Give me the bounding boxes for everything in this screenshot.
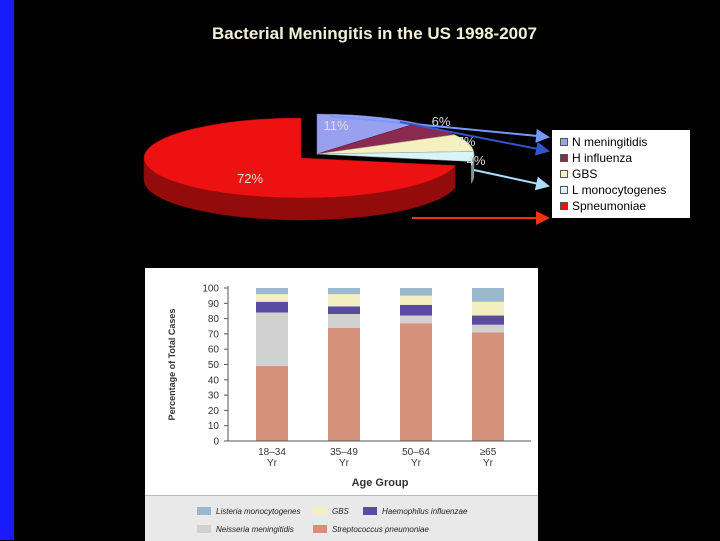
- bar-legend-item: Streptococcus pneumoniae: [313, 522, 429, 536]
- legend-arrow-3: [473, 169, 550, 191]
- pie-chart: 11% 6%7%4%72%: [143, 113, 550, 225]
- y-tick-label: 10: [208, 421, 220, 432]
- legend-swatch: [560, 154, 568, 162]
- bar-segment-listeria-monocytogenes: [400, 288, 432, 296]
- bar-segment-listeria-monocytogenes: [256, 288, 288, 295]
- legend-swatch: [560, 202, 568, 210]
- bar-segment-listeria-monocytogenes: [472, 288, 504, 302]
- x-tick-label: 18–34: [258, 447, 286, 458]
- legend-swatch: [197, 507, 211, 515]
- legend-swatch: [313, 525, 327, 533]
- x-tick-label-unit: Yr: [483, 458, 494, 469]
- legend-label: H influenza: [572, 151, 633, 165]
- pie-slice-n-meningitidis: [316, 113, 419, 155]
- x-tick-label: 50–64: [402, 447, 430, 458]
- y-axis-ticks: 0 10 20 30 40 50 60 70 80 90 100: [202, 284, 228, 448]
- bar-segment-listeria-monocytogenes: [328, 288, 360, 295]
- pie-legend-item: N meningitidis: [560, 134, 647, 150]
- pie-label-4: 4%: [467, 153, 486, 168]
- y-tick-label: 30: [208, 391, 220, 402]
- legend-swatch: [560, 186, 568, 194]
- legend-swatch: [560, 138, 568, 146]
- y-tick-label: 80: [208, 314, 220, 325]
- bars: [256, 288, 504, 441]
- legend-label: Spneumoniae: [572, 199, 647, 213]
- y-tick-label: 40: [208, 375, 220, 386]
- legend-swatch: [560, 170, 568, 178]
- x-tick-label-unit: Yr: [339, 458, 350, 469]
- pie-legend: N meningitidis H influenza GBS L monocytoge…: [552, 130, 690, 218]
- pie-legend-item: H influenza: [560, 150, 632, 166]
- x-axis-label: Age Group: [352, 477, 409, 489]
- legend-label: N meningitidis: [572, 135, 648, 149]
- stacked-bar-chart-panel: 0 10 20 30 40 50 60 70 80 90 100 Percentage of Tota…: [145, 268, 538, 541]
- bar-segment-streptococcus-pneumoniae: [472, 332, 504, 441]
- bar-segment-haemophilus-influenzae: [328, 306, 360, 315]
- legend-label: Streptococcus pneumoniae: [332, 524, 429, 534]
- x-tick-label: 35–49: [330, 447, 358, 458]
- bar-legend-item: Neisseria meningitidis: [197, 522, 294, 536]
- y-tick-label: 90: [208, 299, 220, 310]
- left-accent-bar: [0, 0, 14, 540]
- legend-arrow-1: [329, 115, 550, 143]
- legend-label: GBS: [572, 167, 598, 181]
- pie-legend-item: Spneumoniae: [560, 198, 646, 214]
- legend-arrow-2: [399, 121, 550, 156]
- legend-swatch: [363, 507, 377, 515]
- y-tick-label: 0: [213, 437, 219, 448]
- pie-label-5: 72%: [237, 171, 263, 186]
- y-axis-label: Percentage of Total Cases: [167, 309, 177, 421]
- pie-slice-l-monocytogenes: [316, 151, 475, 162]
- legend-swatch: [313, 507, 327, 515]
- legend-label: L monocytogenes: [572, 183, 667, 197]
- x-tick-label-unit: Yr: [411, 458, 422, 469]
- bar-legend-item: Listeria monocytogenes: [197, 504, 301, 518]
- bar-segment-neisseria-meningitidis: [256, 312, 288, 367]
- bar-segment-gbs: [328, 294, 360, 307]
- y-tick-label: 60: [208, 345, 220, 356]
- pie-label-1: 11%: [323, 118, 348, 133]
- bar-segment-streptococcus-pneumoniae: [328, 327, 360, 441]
- bar-segment-haemophilus-influenzae: [400, 304, 432, 316]
- legend-label: GBS: [332, 506, 349, 516]
- x-tick-label: ≥65: [480, 447, 497, 458]
- x-tick-label-unit: Yr: [267, 458, 278, 469]
- pie-legend-item: GBS: [560, 166, 597, 182]
- legend-swatch: [197, 525, 211, 533]
- pie-legend-arrows: [329, 115, 550, 225]
- bar-segment-neisseria-meningitidis: [400, 315, 432, 324]
- legend-label: Haemophilus influenzae: [382, 506, 468, 516]
- y-tick-label: 100: [202, 284, 219, 295]
- bar-segment-gbs: [400, 295, 432, 305]
- bar-segment-gbs: [256, 294, 288, 302]
- bar-legend: Listeria monocytogenes GBS Haemophilus inf…: [145, 495, 538, 541]
- y-tick-label: 20: [208, 406, 220, 417]
- y-tick-label: 70: [208, 329, 220, 340]
- bar-legend-item: Haemophilus influenzae: [363, 504, 467, 518]
- bar-segment-streptococcus-pneumoniae: [400, 323, 432, 441]
- pie-label-3: 7%: [457, 134, 476, 149]
- bar-segment-streptococcus-pneumoniae: [256, 366, 288, 441]
- pie-legend-item: L monocytogenes: [560, 182, 666, 198]
- pie-slice-spneumoniae: [143, 117, 456, 199]
- bar-segment-haemophilus-influenzae: [256, 301, 288, 313]
- y-tick-label: 50: [208, 360, 220, 371]
- bar-segment-gbs: [472, 301, 504, 316]
- stacked-bar-chart: 0 10 20 30 40 50 60 70 80 90 100 Percentage of Tota…: [167, 284, 531, 489]
- bar-segment-neisseria-meningitidis: [328, 314, 360, 328]
- bar-segment-neisseria-meningitidis: [472, 324, 504, 333]
- bar-legend-item: GBS: [313, 504, 349, 518]
- legend-label: Listeria monocytogenes: [216, 506, 301, 516]
- slide-title: Bacterial Meningitis in the US 1998-2007: [212, 24, 538, 43]
- bar-segment-haemophilus-influenzae: [472, 315, 504, 325]
- legend-label: Neisseria meningitidis: [216, 524, 294, 534]
